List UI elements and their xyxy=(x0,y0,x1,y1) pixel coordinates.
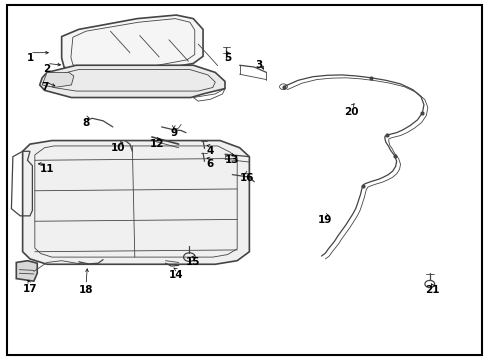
Text: 15: 15 xyxy=(185,257,200,267)
Text: 1: 1 xyxy=(26,53,34,63)
Polygon shape xyxy=(61,15,203,72)
Text: 3: 3 xyxy=(255,60,262,70)
Text: 14: 14 xyxy=(168,270,183,280)
Text: 9: 9 xyxy=(170,129,177,138)
Text: 7: 7 xyxy=(41,82,48,92)
Text: 4: 4 xyxy=(206,146,214,156)
Text: 21: 21 xyxy=(424,285,439,296)
Text: 2: 2 xyxy=(43,64,51,74)
Text: 13: 13 xyxy=(224,155,239,165)
Text: 16: 16 xyxy=(239,173,254,183)
Text: 12: 12 xyxy=(149,139,163,149)
Text: 8: 8 xyxy=(82,118,89,128)
Text: 10: 10 xyxy=(110,143,125,153)
Text: 5: 5 xyxy=(224,53,231,63)
Text: 19: 19 xyxy=(317,215,331,225)
Polygon shape xyxy=(40,65,224,98)
Polygon shape xyxy=(16,261,37,281)
Text: 18: 18 xyxy=(79,285,93,295)
Text: 17: 17 xyxy=(22,284,37,294)
Text: 11: 11 xyxy=(40,164,54,174)
Polygon shape xyxy=(42,72,74,87)
Text: 20: 20 xyxy=(344,107,358,117)
Text: 6: 6 xyxy=(206,159,214,169)
Polygon shape xyxy=(22,140,249,264)
